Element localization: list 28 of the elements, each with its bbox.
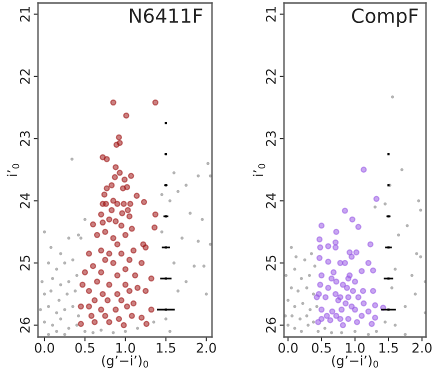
x-axis-title: (g’−i’)$_{0}$ [332, 355, 378, 368]
x-axis-title: (g’−i’)$_{0}$ [102, 355, 148, 368]
y-axis-title: i’$_{0}$ [252, 164, 266, 176]
x-tick-label: 1.0 [346, 342, 365, 353]
y-tick-label: 24 [266, 193, 276, 208]
y-tick-label: 24 [20, 193, 30, 208]
x-tick-label: 1.5 [156, 342, 176, 353]
y-tick-label: 26 [266, 318, 276, 333]
x-tick-label: 1.5 [379, 342, 398, 353]
y-tick-label: 23 [20, 131, 30, 146]
y-tick-label: 21 [266, 7, 276, 22]
x-tick-label: 1.0 [116, 342, 136, 353]
chart-title: N6411F [130, 8, 202, 24]
x-tick-label: 0.0 [34, 342, 54, 353]
x-tick-label: 2.0 [412, 342, 432, 353]
y-tick-label: 23 [266, 131, 276, 146]
y-tick-label: 22 [20, 69, 30, 84]
y-tick-label: 21 [20, 7, 30, 22]
x-tick-label: 0.5 [75, 342, 94, 353]
x-tick-label: 0.0 [278, 342, 298, 353]
x-tick-label: 2.0 [196, 342, 216, 353]
chart-title: CompF [352, 8, 418, 27]
y-tick-label: 25 [20, 256, 30, 270]
y-tick-label: 25 [266, 256, 276, 270]
y-tick-label: 26 [20, 318, 30, 333]
y-tick-label: 22 [266, 69, 276, 84]
x-tick-label: 0.5 [312, 342, 331, 353]
y-axis-title: i’$_{0}$ [6, 164, 20, 176]
